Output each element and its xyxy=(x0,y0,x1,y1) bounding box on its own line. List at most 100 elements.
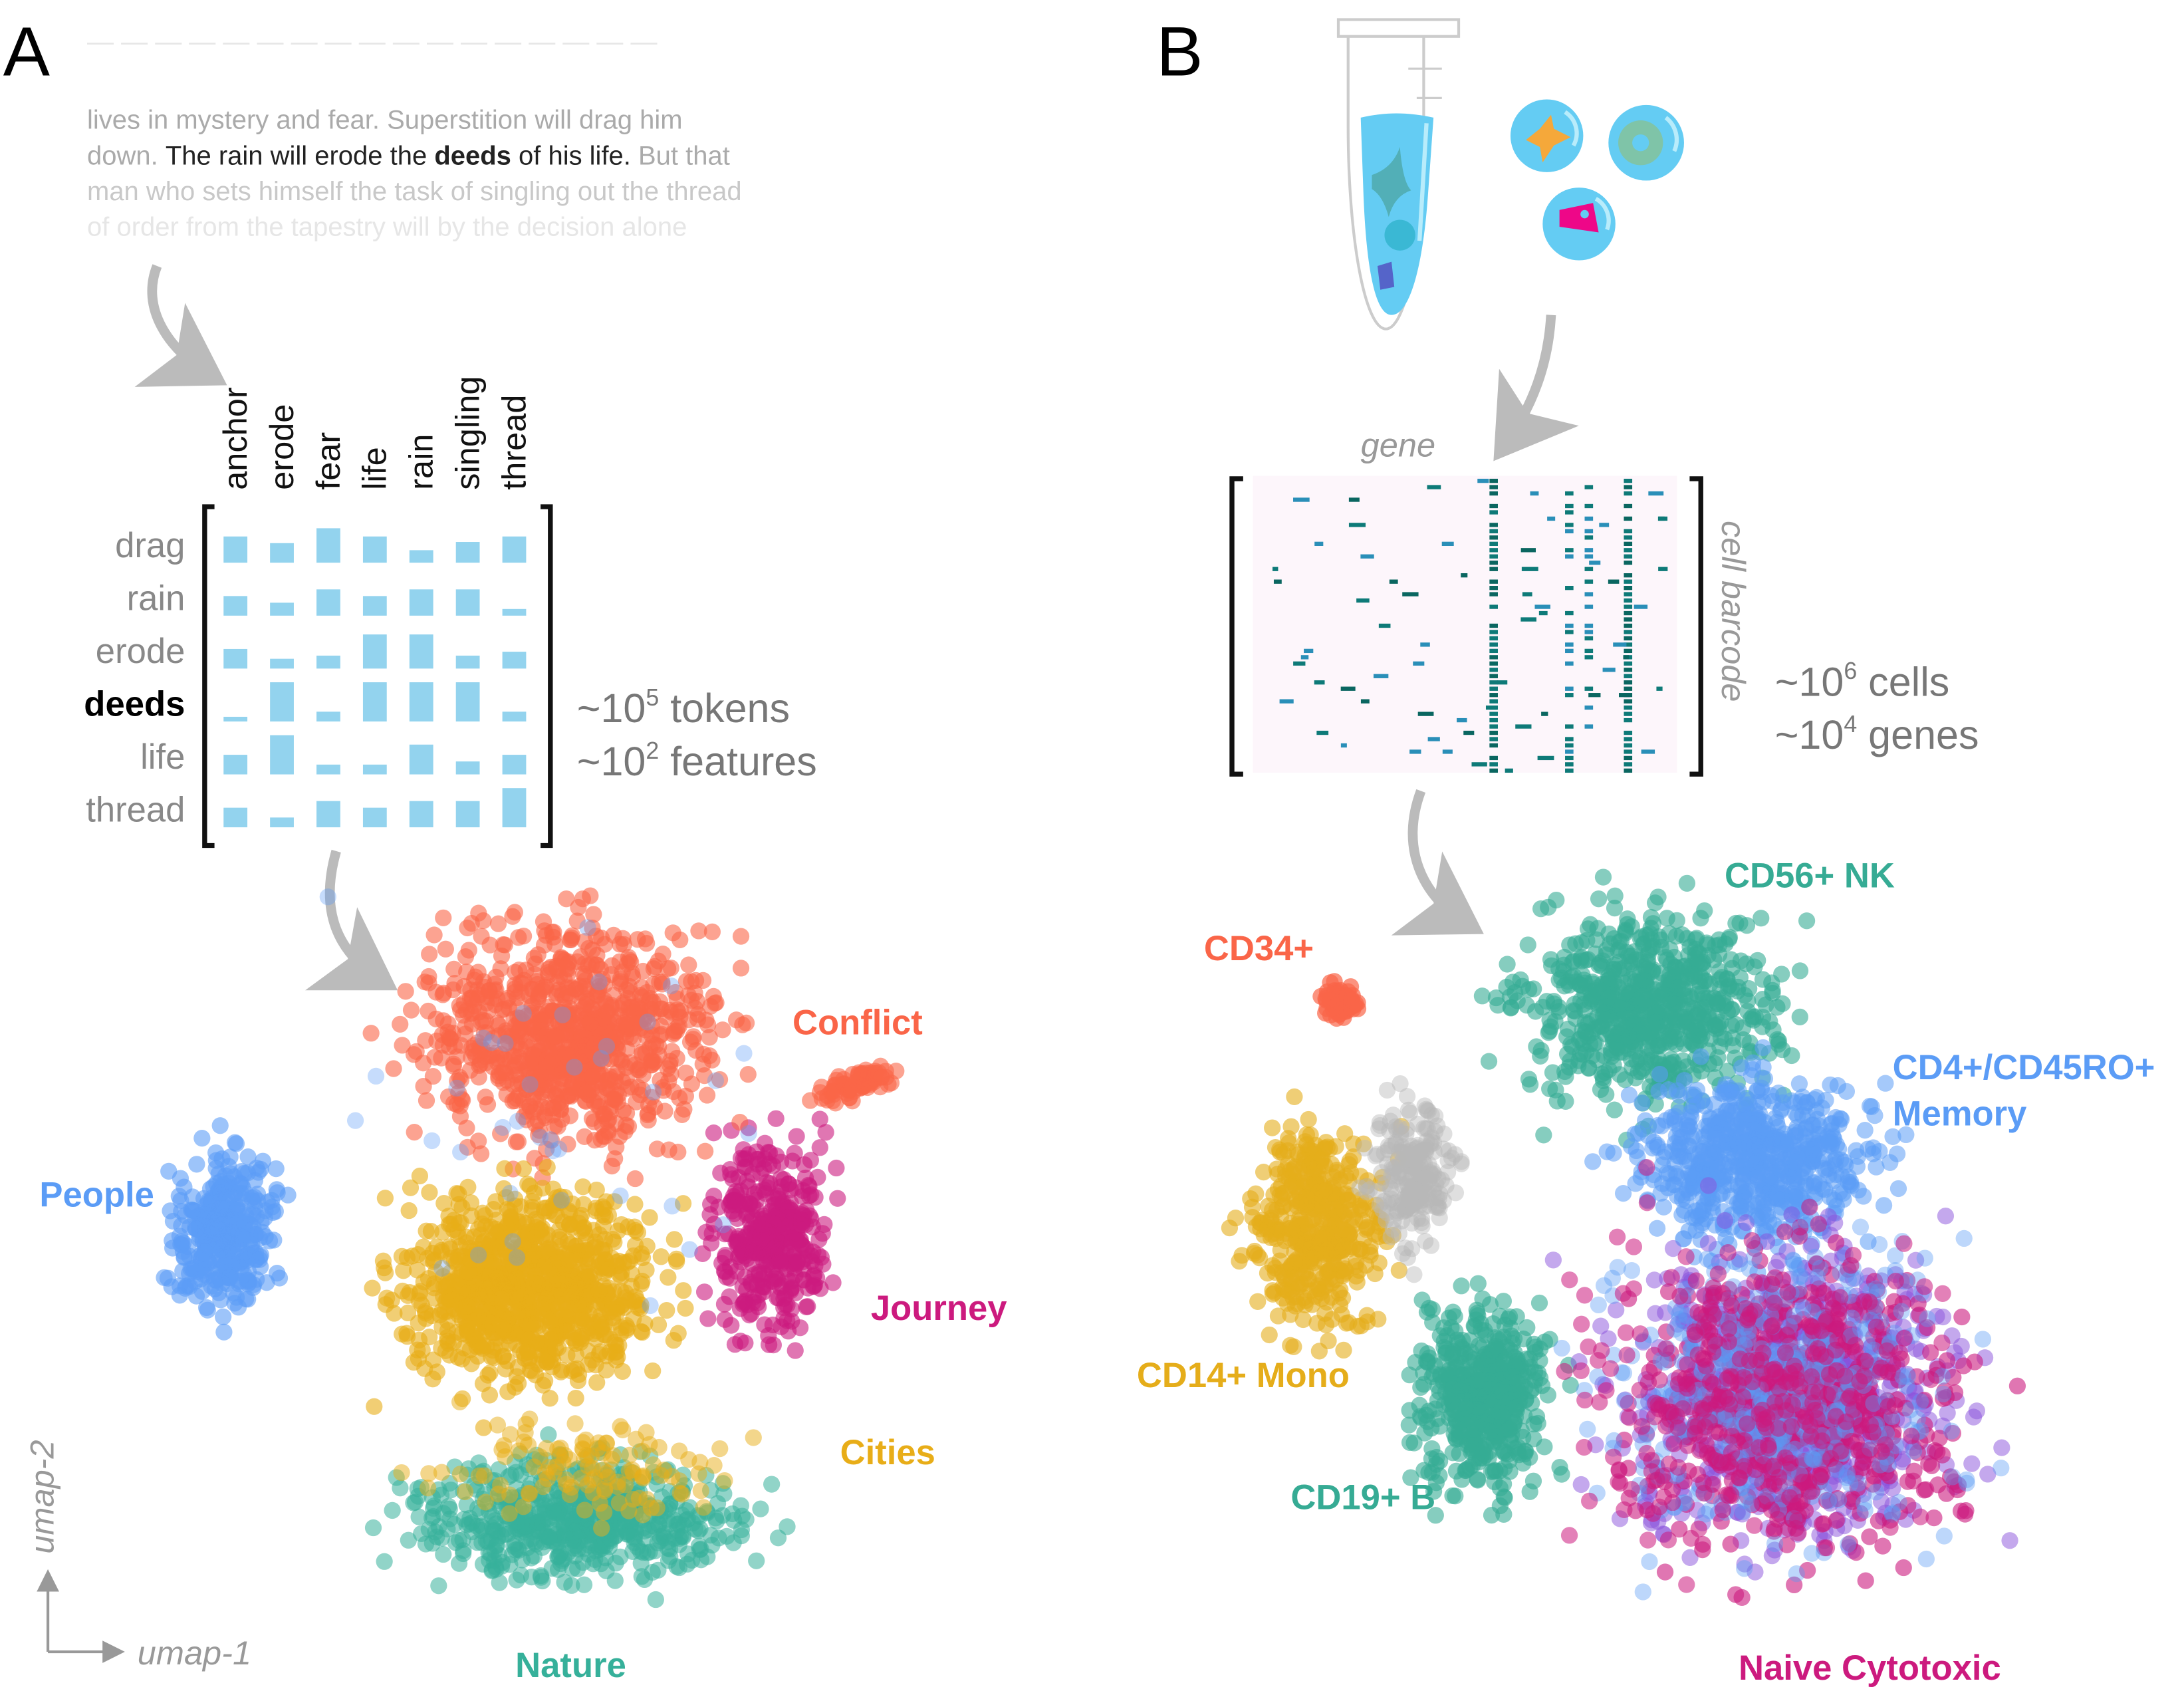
scatter-point xyxy=(661,1495,679,1513)
matrix-cell xyxy=(1489,686,1498,691)
scatter-point xyxy=(773,1277,791,1294)
scatter-point xyxy=(420,1002,437,1020)
scatter-point xyxy=(499,1353,516,1370)
matrix-cell xyxy=(1648,491,1664,496)
scatter-point xyxy=(212,1291,229,1309)
matrix-cell xyxy=(1427,737,1440,741)
scatter-point xyxy=(698,1087,716,1104)
scatter-point xyxy=(1733,1059,1751,1077)
scatter-point xyxy=(745,1429,762,1446)
scatter-point xyxy=(426,1049,443,1066)
matrix-cell xyxy=(1624,617,1633,622)
scatter-point xyxy=(598,1072,616,1089)
scatter-point xyxy=(1667,928,1685,945)
scatter-point xyxy=(1696,902,1713,920)
scatter-point xyxy=(213,1275,231,1292)
prose-fragment: of his life. xyxy=(511,141,631,170)
matrix-bar xyxy=(502,608,527,616)
scatter-point xyxy=(445,1057,462,1075)
scatter-point xyxy=(644,1035,662,1053)
scatter-point xyxy=(767,1110,785,1127)
scatter-point xyxy=(207,1160,225,1177)
scatter-point xyxy=(697,1142,714,1160)
scatter-point xyxy=(735,1045,753,1062)
scatter-point xyxy=(612,1548,629,1565)
matrix-cell xyxy=(1534,604,1550,609)
scatter-point xyxy=(710,1529,727,1547)
matrix-cell xyxy=(1489,541,1498,547)
scatter-point xyxy=(574,1440,591,1458)
scatter-point xyxy=(656,1103,673,1120)
scatter-point xyxy=(873,1069,890,1086)
scatter-point xyxy=(590,974,608,991)
matrix-cell xyxy=(1584,705,1594,710)
scatter-point xyxy=(603,1450,620,1468)
scatter-point xyxy=(483,1508,501,1525)
column-label-rain: rain xyxy=(402,434,440,490)
scatter-point xyxy=(383,1291,400,1309)
scatter-point xyxy=(1519,936,1536,954)
scatter-point xyxy=(681,1241,698,1258)
scatter-point xyxy=(504,1233,521,1250)
scatter-point xyxy=(507,1269,525,1286)
matrix-cell xyxy=(1340,743,1347,748)
matrix-cell xyxy=(1584,516,1594,521)
scatter-point xyxy=(230,1227,248,1244)
matrix-cell xyxy=(1273,567,1278,571)
scatter-point xyxy=(237,1290,255,1307)
scatter-point xyxy=(694,1245,711,1262)
scatter-point xyxy=(1558,1028,1576,1045)
token-feature-matrix xyxy=(223,528,527,828)
scatter-point xyxy=(501,1184,519,1202)
matrix-cell xyxy=(1624,749,1633,754)
scatter-point xyxy=(740,1124,757,1142)
scatter-point xyxy=(1731,914,1749,932)
scatter-point xyxy=(614,1363,632,1380)
scatter-point xyxy=(606,1091,624,1108)
scatter-point xyxy=(732,960,750,977)
scatter-point xyxy=(1687,950,1705,967)
matrix-cell xyxy=(1300,655,1309,660)
matrix-cell xyxy=(1624,503,1633,509)
cell-icon-magenta xyxy=(1542,188,1616,261)
scatter-point xyxy=(1813,1099,1830,1116)
scatter-point xyxy=(1739,1003,1757,1020)
scatter-point xyxy=(1632,930,1649,947)
matrix-cell xyxy=(1489,554,1498,559)
matrix-bar xyxy=(316,764,340,775)
matrix-cell xyxy=(1489,592,1498,596)
cell-barcode-axis-label: cell barcode xyxy=(1715,521,1753,702)
matrix-cell xyxy=(1489,712,1498,716)
scatter-point xyxy=(420,1465,437,1482)
matrix-cell xyxy=(1477,478,1489,483)
scatter-point xyxy=(739,1066,757,1083)
scatter-point xyxy=(683,1075,701,1093)
scatter-point xyxy=(421,1184,438,1201)
scatter-point xyxy=(772,1183,789,1200)
scatter-point xyxy=(644,1362,662,1380)
scatter-point xyxy=(473,928,490,945)
scatter-point xyxy=(1600,1061,1618,1079)
scatter-point xyxy=(695,1499,712,1516)
matrix-bar xyxy=(455,761,480,775)
scatter-point xyxy=(691,1520,709,1537)
scatter-point xyxy=(755,1160,773,1177)
scatter-point xyxy=(552,1309,570,1327)
scatter-point xyxy=(176,1249,193,1266)
scatter-point xyxy=(239,1271,256,1289)
scatter-point xyxy=(469,1335,487,1353)
scatter-point xyxy=(752,1500,769,1517)
scatter-point xyxy=(449,1349,467,1366)
scatter-point xyxy=(172,1170,189,1187)
scatter-point xyxy=(549,1561,567,1578)
matrix-bar xyxy=(316,528,340,563)
scatter-point xyxy=(1616,960,1633,977)
scatter-point xyxy=(558,1347,576,1364)
scatter-point xyxy=(629,1079,647,1096)
scatter-point xyxy=(394,1037,411,1054)
scatter-point xyxy=(626,1534,643,1551)
scatter-point xyxy=(549,1548,566,1565)
prose-fragment: deeds xyxy=(434,141,511,170)
scatter-point xyxy=(1473,987,1491,1005)
matrix-cell xyxy=(1623,655,1630,660)
